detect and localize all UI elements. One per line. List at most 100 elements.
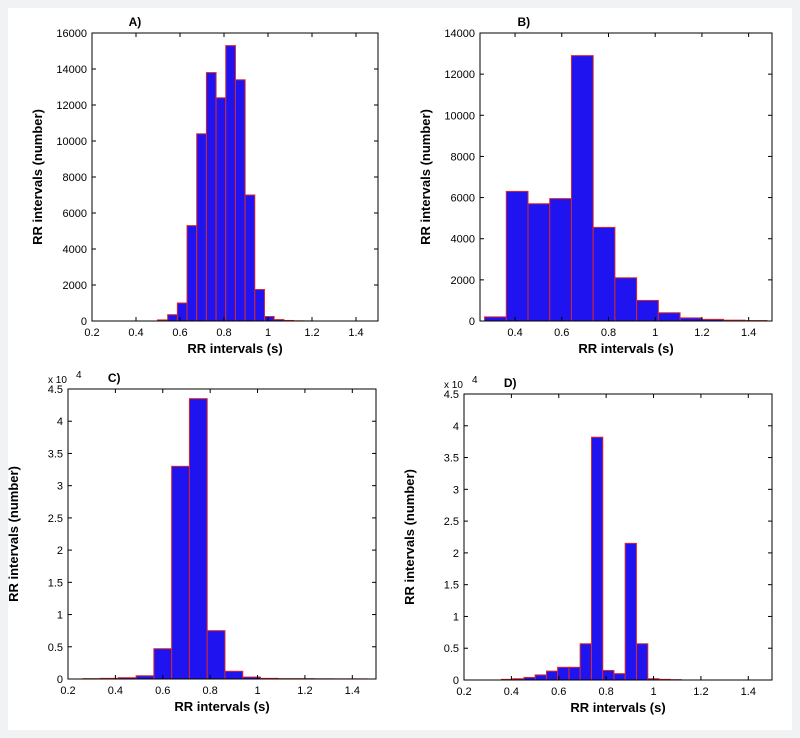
x-tick-label: 1.4 [741,686,756,698]
y-tick-label: 4.5 [444,389,459,401]
bar [188,398,208,680]
x-tick-label: 1 [650,686,656,698]
bar [602,669,615,681]
y-tick-label: 2.5 [48,513,63,525]
bar [234,79,246,322]
x-tick-label: 0.6 [551,686,566,698]
x-tick-label: 1.4 [348,327,363,339]
bar [215,97,227,322]
y-exponent-power: 4 [472,375,478,386]
x-tick-label: 1 [254,685,260,697]
chart-panel-1: 0.4 0.6 0.8 1 1.2 1.4 0 2000 4000 6000 8000 10000 12… [418,15,773,356]
x-tick-label: 1.2 [304,327,319,339]
y-tick-label: 6000 [451,193,475,205]
y-tick-label: 1.5 [48,577,63,589]
bar [592,226,616,322]
x-tick-label: 0.4 [507,327,522,339]
x-tick-label: 0.2 [60,685,75,697]
y-tick-label: 0 [81,316,87,328]
y-tick-label: 0 [469,316,475,328]
y-tick-label: 4000 [63,244,87,256]
y-tick-label: 4.5 [48,384,63,396]
y-tick-label: 12000 [444,69,475,81]
y-exponent-power: 4 [76,370,82,381]
bar [171,465,190,680]
bar [527,203,551,322]
y-tick-label: 1.5 [444,580,459,592]
bar [613,673,626,681]
chart-panel-0: 0.2 0.4 0.6 0.8 1 1.2 1.4 0 2000 4000 6000 8000 1000… [30,15,379,356]
y-tick-label: 3 [453,484,459,496]
chart-panel-2: 0.2 0.4 0.6 0.8 1 1.2 1.4 0 0.5 1 1.5 2 2.5 3 3.5 4 4.5x… [8,370,377,714]
bar [196,133,207,322]
x-tick-label: 1.2 [693,686,708,698]
x-tick-label: 0.6 [172,327,187,339]
bar [568,666,581,681]
x-tick-label: 1.4 [345,685,360,697]
y-tick-label: 2000 [63,280,87,292]
y-axis-label: RR intervals (number) [8,466,21,602]
bar [176,302,188,322]
y-tick-label: 3.5 [48,448,63,460]
y-tick-label: 14000 [56,64,87,76]
bar [591,436,604,681]
y-tick-label: 14000 [444,28,475,40]
y-tick-label: 4000 [451,234,475,246]
y-tick-label: 0 [57,674,63,686]
panel-title: D) [504,376,517,390]
y-tick-label: 10000 [56,136,87,148]
x-tick-label: 1.4 [741,327,756,339]
bar [614,277,638,322]
x-tick-label: 0.8 [601,327,616,339]
bar [263,316,275,322]
bar [186,225,198,322]
x-tick-label: 1 [265,327,271,339]
x-tick-label: 0.4 [128,327,143,339]
figure: 0.2 0.4 0.6 0.8 1 1.2 1.4 0 2000 4000 6000 8000 1000… [8,8,792,730]
x-tick-label: 0.8 [599,686,614,698]
y-tick-label: 0 [453,675,459,687]
x-tick-label: 0.4 [504,686,519,698]
x-axis-label: RR intervals (s) [174,699,269,714]
panel-title: A) [129,15,142,29]
bar [224,670,244,680]
bar [534,674,547,681]
y-axis-label: RR intervals (number) [402,469,417,605]
chart-panel-3: 0.2 0.4 0.6 0.8 1 1.2 1.4 0 0.5 1 1.5 2 2.5 3 3.5 4 4.5x… [402,375,773,715]
bar [167,314,178,322]
y-tick-label: 2000 [451,275,475,287]
bar [546,670,559,681]
bar [657,312,681,322]
y-tick-label: 4 [57,416,63,428]
x-tick-label: 0.2 [456,686,471,698]
x-tick-label: 1.2 [694,327,709,339]
y-tick-label: 16000 [56,28,87,40]
y-tick-label: 3 [57,481,63,493]
x-tick-label: 0.4 [108,685,123,697]
x-axis-label: RR intervals (s) [187,341,282,356]
bar [505,190,529,322]
bar [570,55,594,322]
bar [244,194,256,322]
y-axis-label: RR intervals (number) [418,109,433,245]
bar [254,289,265,322]
y-tick-label: 2 [453,548,459,560]
y-tick-label: 2 [57,545,63,557]
x-tick-label: 1 [652,327,658,339]
x-tick-label: 0.8 [216,327,231,339]
bar [225,45,236,322]
bar [206,630,226,680]
bar [549,198,572,322]
x-axis-label: RR intervals (s) [570,700,665,715]
bar [205,72,217,322]
x-tick-label: 0.6 [554,327,569,339]
x-tick-label: 0.2 [84,327,99,339]
x-tick-label: 1.2 [297,685,312,697]
bar [624,542,637,681]
bar [484,316,507,322]
y-tick-label: 8000 [63,172,87,184]
figure-canvas: 0.2 0.4 0.6 0.8 1 1.2 1.4020004000600080001000… [8,15,773,715]
y-tick-label: 4 [453,421,459,433]
panel-title: B) [517,15,530,29]
y-tick-label: 10000 [444,110,475,122]
